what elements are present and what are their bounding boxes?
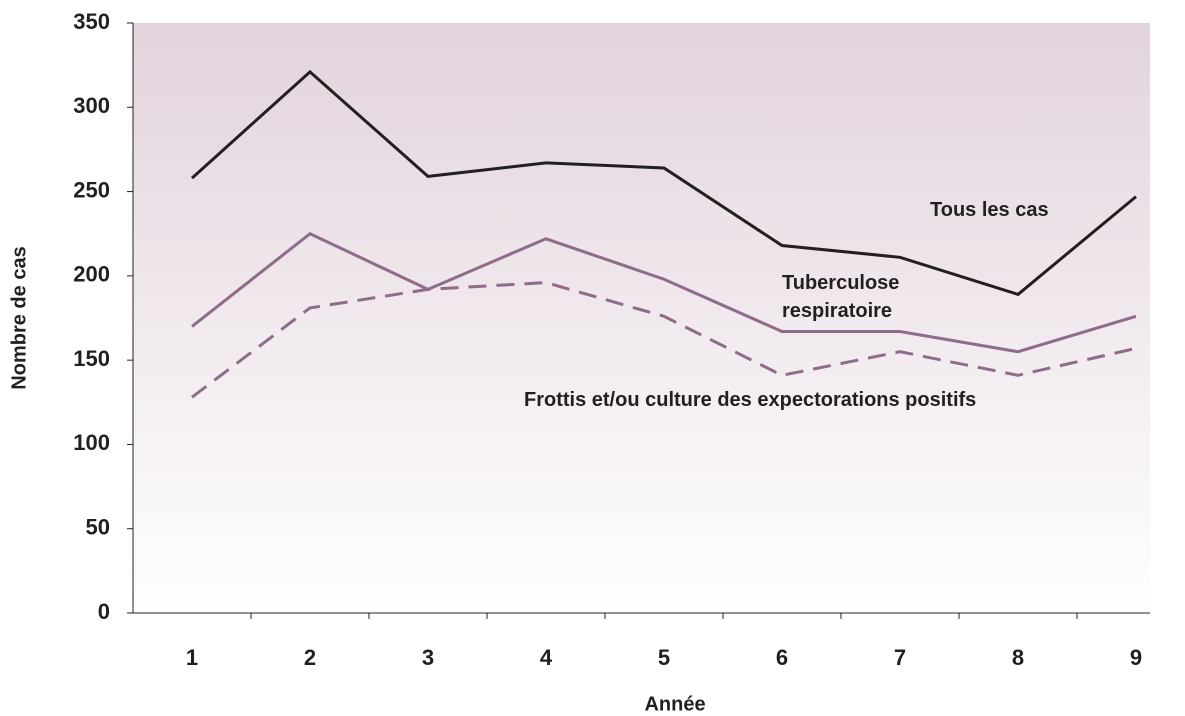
x-tick-label: 7 — [894, 645, 906, 670]
x-tick-label: 3 — [422, 645, 434, 670]
series-label: Tuberculose respiratoire — [782, 272, 900, 322]
x-axis-title: Année — [644, 693, 705, 715]
x-tick-label: 6 — [776, 645, 788, 670]
y-tick-label: 300 — [73, 93, 110, 118]
x-tick-label: 2 — [304, 645, 316, 670]
series-line — [191, 281, 1137, 399]
y-tick-label: 250 — [73, 177, 110, 202]
series-label: Frottis et/ou culture des expectorations… — [524, 389, 977, 411]
y-axis-title: Nombre de cas — [8, 246, 30, 389]
x-tick-label: 1 — [186, 645, 198, 670]
y-tick-label: 50 — [86, 515, 110, 540]
series-label: Tous les cas — [930, 199, 1049, 221]
x-tick-label: 9 — [1130, 645, 1142, 670]
x-tick-label: 8 — [1012, 645, 1024, 670]
series-line — [191, 231, 1137, 354]
x-tick-label: 4 — [540, 645, 553, 670]
x-tick-label: 5 — [658, 645, 670, 670]
y-tick-label: 0 — [98, 599, 110, 624]
y-tick-label: 200 — [73, 262, 110, 287]
plot-background — [133, 23, 1150, 613]
y-tick-label: 350 — [73, 9, 110, 34]
y-tick-label: 100 — [73, 430, 110, 455]
y-tick-label: 150 — [73, 346, 110, 371]
series-line — [190, 69, 1137, 297]
